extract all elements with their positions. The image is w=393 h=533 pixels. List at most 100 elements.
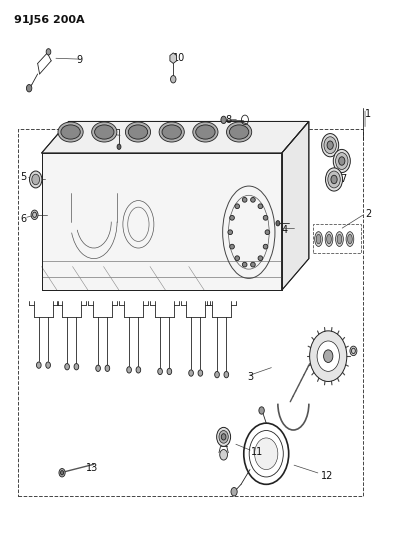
Ellipse shape (235, 256, 240, 261)
Circle shape (327, 141, 333, 149)
Ellipse shape (230, 244, 234, 249)
Circle shape (328, 171, 340, 188)
Circle shape (61, 471, 64, 475)
Ellipse shape (61, 125, 80, 139)
Ellipse shape (315, 232, 322, 246)
Ellipse shape (327, 235, 331, 244)
Bar (18, 130, 363, 496)
Text: 12: 12 (320, 471, 333, 481)
Text: 4: 4 (107, 130, 114, 140)
Circle shape (276, 221, 280, 226)
Ellipse shape (226, 122, 252, 142)
Text: 7: 7 (340, 174, 346, 184)
Ellipse shape (251, 197, 255, 202)
Circle shape (127, 367, 131, 373)
Circle shape (46, 49, 51, 55)
Ellipse shape (258, 256, 263, 261)
Ellipse shape (336, 232, 343, 246)
Circle shape (333, 149, 350, 173)
Circle shape (171, 76, 176, 83)
Polygon shape (170, 53, 176, 63)
Circle shape (350, 346, 357, 356)
Ellipse shape (251, 262, 255, 267)
Text: 4: 4 (282, 224, 288, 235)
Text: 2: 2 (365, 209, 371, 219)
Circle shape (323, 350, 333, 362)
Circle shape (65, 364, 70, 370)
Circle shape (219, 431, 228, 443)
Circle shape (46, 362, 50, 368)
Ellipse shape (242, 262, 247, 267)
Text: 9: 9 (76, 55, 83, 64)
Text: 91J56 200A: 91J56 200A (15, 14, 85, 25)
Bar (313, 224, 361, 253)
Polygon shape (42, 122, 309, 153)
Circle shape (105, 365, 110, 372)
Ellipse shape (346, 232, 354, 246)
Ellipse shape (316, 235, 321, 244)
Text: 8: 8 (226, 115, 232, 125)
Circle shape (220, 449, 228, 460)
Polygon shape (42, 153, 282, 290)
Circle shape (117, 144, 121, 149)
Circle shape (59, 469, 65, 477)
Text: 11: 11 (251, 447, 263, 457)
Text: 13: 13 (86, 463, 98, 473)
Ellipse shape (58, 122, 83, 142)
Ellipse shape (347, 235, 352, 244)
Ellipse shape (193, 122, 218, 142)
Circle shape (325, 168, 343, 191)
Circle shape (331, 175, 337, 184)
Text: 1: 1 (365, 109, 371, 118)
Circle shape (29, 171, 42, 188)
Circle shape (31, 210, 38, 220)
Ellipse shape (196, 125, 215, 139)
Ellipse shape (258, 204, 263, 208)
Circle shape (339, 157, 345, 165)
Ellipse shape (159, 122, 184, 142)
Ellipse shape (230, 215, 234, 220)
Circle shape (217, 427, 231, 446)
Circle shape (336, 152, 348, 169)
Ellipse shape (228, 230, 233, 235)
Polygon shape (282, 122, 309, 290)
Circle shape (26, 85, 32, 92)
Ellipse shape (128, 125, 148, 139)
Circle shape (136, 367, 141, 373)
Circle shape (96, 365, 101, 372)
Circle shape (221, 116, 226, 124)
Ellipse shape (92, 122, 117, 142)
Circle shape (321, 134, 339, 157)
Circle shape (215, 372, 219, 378)
Circle shape (259, 407, 264, 414)
Circle shape (231, 488, 237, 496)
Text: 3: 3 (247, 372, 253, 382)
Circle shape (158, 368, 162, 375)
Circle shape (37, 362, 41, 368)
Circle shape (32, 174, 40, 185)
Ellipse shape (242, 197, 247, 202)
Ellipse shape (325, 232, 333, 246)
Ellipse shape (230, 125, 249, 139)
Circle shape (317, 341, 340, 372)
Circle shape (189, 370, 193, 376)
Circle shape (224, 372, 229, 378)
Text: 5: 5 (20, 172, 26, 182)
Ellipse shape (337, 235, 342, 244)
Circle shape (198, 370, 203, 376)
Text: 10: 10 (173, 53, 185, 63)
Circle shape (255, 438, 278, 470)
Ellipse shape (265, 230, 270, 235)
Circle shape (324, 137, 336, 154)
Ellipse shape (95, 125, 114, 139)
Circle shape (221, 434, 226, 440)
Ellipse shape (162, 125, 182, 139)
Circle shape (167, 368, 172, 375)
Circle shape (74, 364, 79, 370)
Text: 6: 6 (20, 214, 26, 224)
Ellipse shape (263, 215, 268, 220)
Ellipse shape (263, 244, 268, 249)
Ellipse shape (125, 122, 151, 142)
Ellipse shape (235, 204, 240, 208)
Circle shape (310, 331, 347, 382)
